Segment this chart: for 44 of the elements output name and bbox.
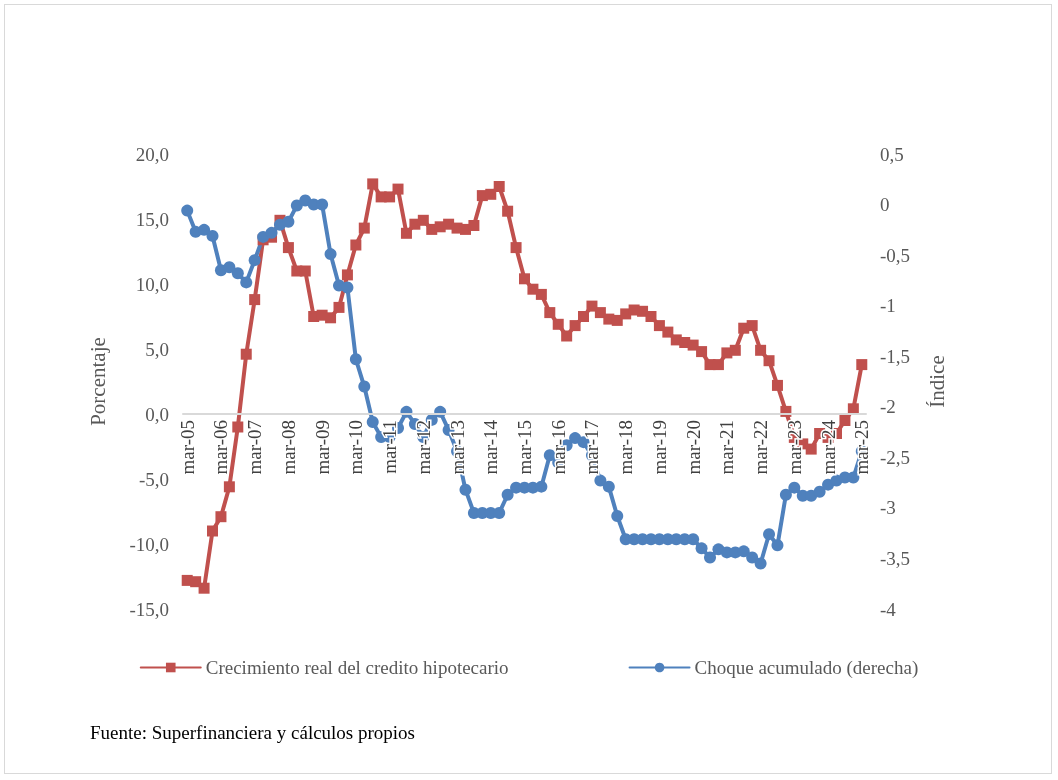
- legend-label: Crecimiento real del credito hipotecario: [205, 657, 509, 678]
- x-tick-label: mar-14: [480, 419, 502, 475]
- y-tick-label: -15,0: [129, 598, 169, 620]
- y2-tick-label: -0,5: [880, 244, 911, 266]
- x-tick-label: mar-08: [277, 420, 299, 475]
- y-tick-label: 15,0: [135, 208, 169, 230]
- y2-tick-label: -2: [880, 396, 896, 418]
- y2-tick-label: -2,5: [880, 446, 911, 468]
- y-tick-label: 10,0: [135, 273, 169, 295]
- x-tick-label: mar-12: [412, 420, 434, 475]
- x-tick-label: mar-06: [210, 420, 232, 475]
- y2-tick-label: -3,5: [880, 547, 911, 569]
- x-tick-label: mar-25: [851, 420, 873, 475]
- x-tick-label: mar-22: [750, 420, 772, 475]
- y-tick-label: -10,0: [129, 533, 169, 555]
- y-axis-title: Porcentaje: [85, 337, 110, 426]
- x-tick-label: mar-20: [682, 420, 704, 475]
- y2-tick-label: -3: [880, 497, 896, 519]
- y-tick-label: 5,0: [145, 338, 169, 360]
- legend-label: Choque acumulado (derecha): [694, 657, 919, 679]
- x-tick-label: mar-19: [648, 420, 670, 475]
- x-tick-label: mar-09: [311, 420, 333, 475]
- y2-tick-label: -1: [880, 295, 896, 317]
- y2-tick-label: 0: [880, 194, 890, 216]
- y2-tick-label: 0,5: [880, 143, 904, 165]
- x-tick-label: mar-15: [514, 420, 535, 475]
- x-tick-label: mar-05: [176, 420, 198, 475]
- x-tick-label: mar-24: [817, 419, 839, 475]
- y-tick-label: 0,0: [145, 403, 169, 425]
- x-tick-label: mar-17: [581, 420, 603, 475]
- source-note: Fuente: Superfinanciera y cálculos propios: [90, 722, 416, 744]
- y-tick-label: 20,0: [135, 143, 169, 165]
- y-tick-label: -5,0: [138, 468, 169, 490]
- x-tick-label: mar-10: [345, 420, 367, 475]
- x-tick-label: mar-18: [615, 420, 637, 475]
- x-tick-label: mar-23: [783, 420, 805, 475]
- y2-axis-title: Índice: [924, 355, 949, 408]
- x-tick-label: mar-21: [716, 420, 738, 475]
- x-tick-label: mar-07: [244, 420, 266, 475]
- x-tick-label: mar-16: [547, 420, 569, 475]
- x-tick-label: mar-11: [379, 420, 401, 474]
- x-tick-label: mar-13: [446, 420, 468, 475]
- y2-tick-label: -4: [880, 598, 897, 620]
- y2-tick-label: -1,5: [880, 345, 911, 367]
